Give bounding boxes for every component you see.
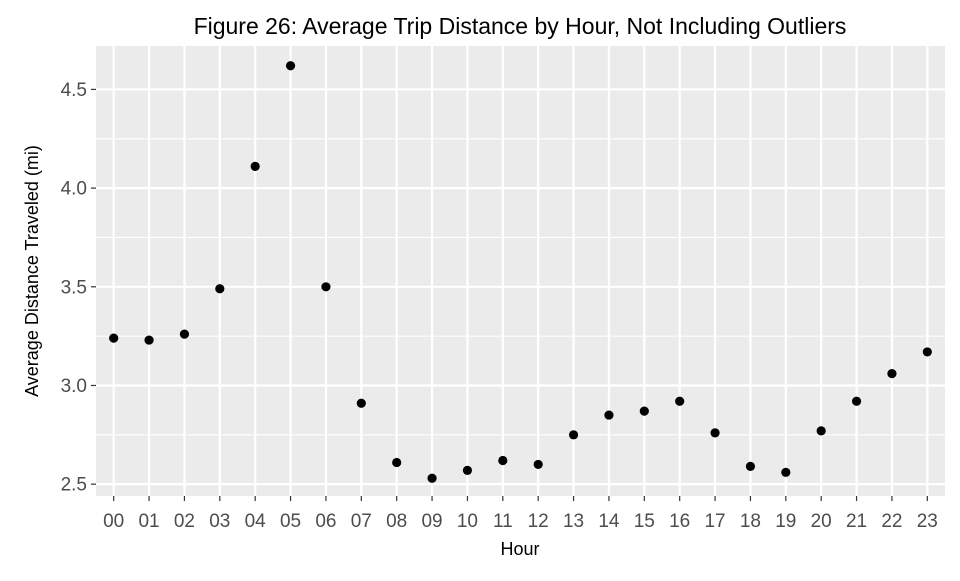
x-tick-label: 09 xyxy=(421,511,442,532)
x-tick-label: 01 xyxy=(138,511,159,532)
major-gridlines xyxy=(96,46,945,496)
y-tick-label: 3.0 xyxy=(61,376,87,397)
x-tick-label: 22 xyxy=(881,511,902,532)
x-tick-label: 03 xyxy=(209,511,230,532)
x-tick-label: 02 xyxy=(174,511,195,532)
data-point xyxy=(215,284,225,294)
y-axis-title: Average Distance Traveled (mi) xyxy=(22,145,42,397)
y-tick-label: 3.5 xyxy=(61,277,87,298)
y-axis: 2.5 3.0 3.5 4.0 4.5 xyxy=(61,80,96,496)
data-point xyxy=(745,461,756,471)
data-point xyxy=(781,467,791,477)
x-tick-label: 19 xyxy=(775,511,796,532)
x-tick-label: 10 xyxy=(457,511,478,532)
data-point xyxy=(285,61,296,71)
x-tick-label: 21 xyxy=(846,511,867,532)
data-points xyxy=(109,61,932,483)
x-tick-label: 20 xyxy=(811,511,832,532)
data-point xyxy=(109,333,119,343)
x-axis-title: Hour xyxy=(500,539,539,559)
data-point xyxy=(816,426,826,436)
x-tick-label: 18 xyxy=(740,511,761,532)
x-tick-label: 13 xyxy=(563,511,584,532)
data-point xyxy=(250,161,260,171)
data-point xyxy=(568,430,579,440)
x-tick-label: 17 xyxy=(704,511,725,532)
data-point xyxy=(498,455,508,466)
x-tick-label: 16 xyxy=(669,511,690,532)
data-point xyxy=(675,396,685,406)
x-tick-label: 14 xyxy=(598,511,620,532)
data-point xyxy=(392,457,402,468)
x-tick-label: 08 xyxy=(386,511,407,532)
data-point xyxy=(639,406,649,416)
chart-title: Figure 26: Average Trip Distance by Hour… xyxy=(194,13,847,39)
data-point xyxy=(356,398,366,408)
data-point xyxy=(533,459,543,470)
data-point xyxy=(144,335,154,345)
minor-gridlines xyxy=(96,138,945,436)
x-tick-label: 04 xyxy=(245,511,267,532)
y-tick-label: 4.5 xyxy=(61,80,87,101)
x-tick-label: 12 xyxy=(528,511,549,532)
data-point xyxy=(604,410,614,420)
x-axis: 00 01 02 03 04 05 06 07 08 09 10 11 12 13 14 15 16 17 18 19… xyxy=(103,496,938,532)
x-tick-label: 23 xyxy=(917,511,938,532)
data-point xyxy=(887,369,897,379)
x-tick-label: 15 xyxy=(634,511,655,532)
x-tick-label: 05 xyxy=(280,511,301,532)
x-tick-label: 00 xyxy=(103,511,124,532)
y-tick-label: 2.5 xyxy=(61,475,87,496)
data-point xyxy=(321,282,331,292)
data-point xyxy=(427,473,437,483)
x-tick-label: 11 xyxy=(493,511,513,532)
y-tick-label: 4.0 xyxy=(61,179,87,200)
data-point xyxy=(851,396,862,406)
plot-panel xyxy=(96,46,945,496)
data-point xyxy=(710,428,720,438)
data-point xyxy=(179,329,190,339)
x-tick-label: 07 xyxy=(351,511,372,532)
data-point xyxy=(462,465,473,475)
data-point xyxy=(922,347,932,357)
x-tick-label: 06 xyxy=(315,511,336,532)
